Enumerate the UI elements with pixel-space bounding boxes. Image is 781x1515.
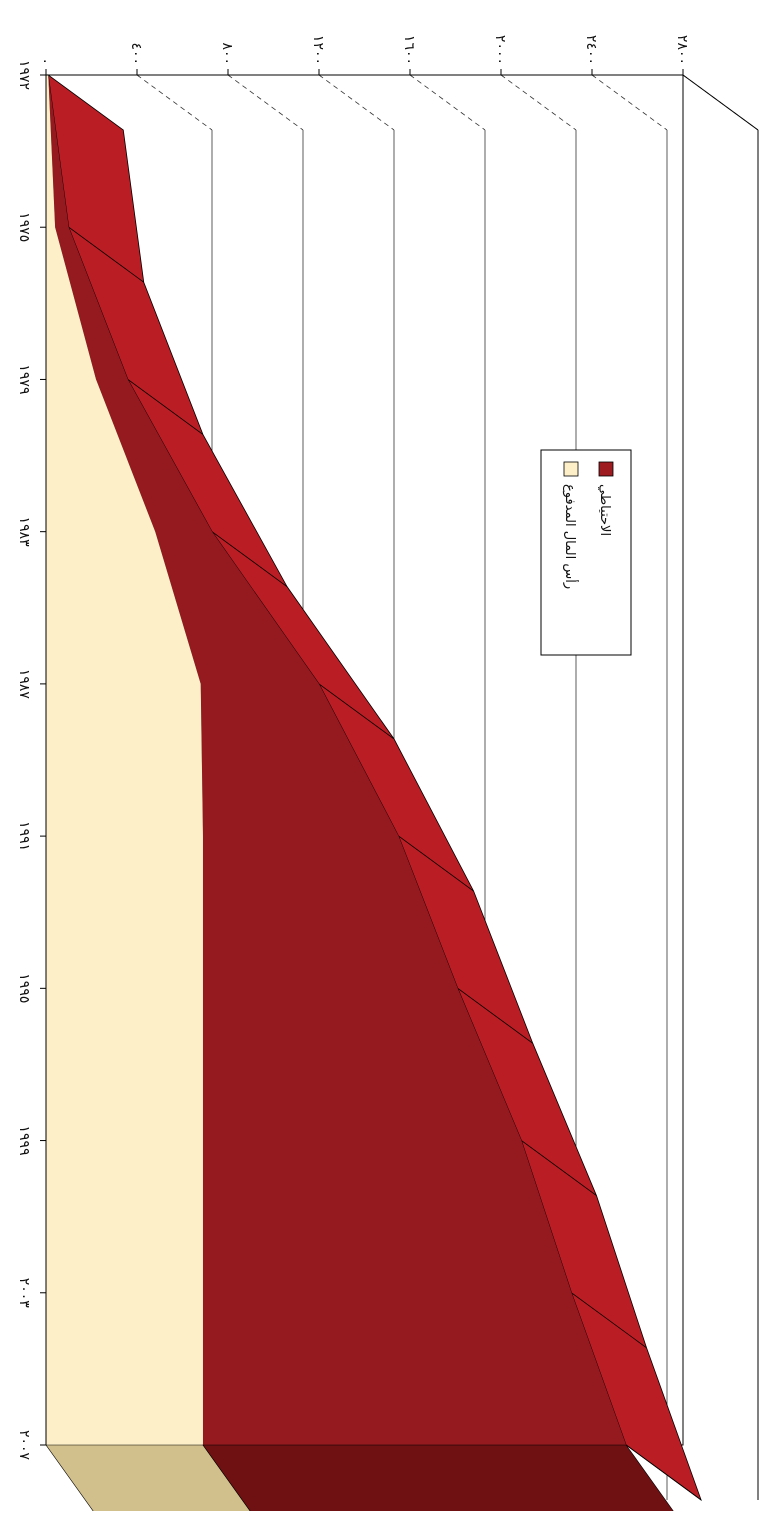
slab-edge — [68, 226, 144, 283]
legend-swatch — [563, 461, 579, 477]
y-tick-label: ٨٠٠ — [219, 42, 235, 65]
x-tick-label: ١٩٧٢ — [16, 60, 32, 90]
series-paid-face — [46, 75, 203, 1445]
x-tick-label: ١٩٩٥ — [16, 973, 32, 1003]
end-cap-reserve — [202, 1444, 677, 1515]
y-tick-label: ٢٨٠٠ — [674, 35, 690, 65]
y-tick-label: ٤٠٠ — [128, 42, 144, 65]
axes-layer: ١٩٧٢ ١٩٧٥ ١٩٧٩ ١٩٨٣ ١٩٨٧ ١٩٩١ ١٩٩٥ ١٩٩٩ ٢٠٠٣ ٢٠٠٧… — [16, 35, 690, 1461]
slab-edge — [625, 1444, 702, 1501]
y-tick-label: ١٦٠٠ — [401, 35, 417, 65]
slab-edge — [127, 379, 204, 435]
rotated-plot: ١٩٧٢ ١٩٧٥ ١٩٧٩ ١٩٨٣ ١٩٨٧ ١٩٩١ ١٩٩٥ ١٩٩٩ ٢٠٠٣ ٢٠٠٧… — [16, 35, 759, 1515]
gridline-diagonal — [500, 74, 577, 131]
y-tick-label: ١٢٠٠ — [310, 35, 326, 65]
y-tick-label: ٢٤٠٠ — [583, 35, 599, 65]
slab-edge — [398, 835, 474, 892]
legend-box — [540, 449, 632, 656]
x-tick-label: ١٩٧٥ — [16, 212, 32, 242]
gridline-diagonal — [591, 74, 668, 131]
x-tick-label: ١٩٨٣ — [16, 517, 32, 548]
gridline-diagonal — [318, 74, 395, 131]
y-tick-label: ٢٠٠٠ — [492, 35, 508, 65]
slab-edge — [521, 1140, 597, 1196]
gridline-diagonal — [409, 74, 486, 131]
legend: الاحتياطي رأس المال المدفوع — [540, 449, 632, 656]
gridline-diagonal — [136, 74, 213, 131]
slab-edge — [457, 988, 534, 1044]
x-tick-label: ١٩٩١ — [16, 821, 32, 851]
slab-edge — [318, 683, 395, 740]
slab-edge — [571, 1292, 647, 1349]
y-tick-label: ٠ — [37, 57, 53, 65]
gridline-diagonal — [227, 74, 304, 131]
legend-label: رأس المال المدفوع — [562, 484, 579, 589]
x-tick-label: ١٩٩٩ — [16, 1126, 32, 1156]
series-reserve-face — [48, 75, 627, 1445]
legend-label: الاحتياطي — [597, 484, 612, 536]
x-tick-label: ٢٠٠٧ — [16, 1430, 32, 1461]
x-tick-label: ١٩٧٩ — [16, 364, 32, 394]
series-layer — [45, 74, 702, 1515]
end-cap-paid — [45, 1444, 254, 1515]
x-tick-label: ١٩٨٧ — [16, 669, 32, 700]
x-tick-label: ٢٠٠٣ — [16, 1278, 32, 1309]
slab-edge — [211, 531, 288, 587]
wall-top-edge — [682, 74, 759, 131]
legend-swatch — [598, 461, 614, 477]
